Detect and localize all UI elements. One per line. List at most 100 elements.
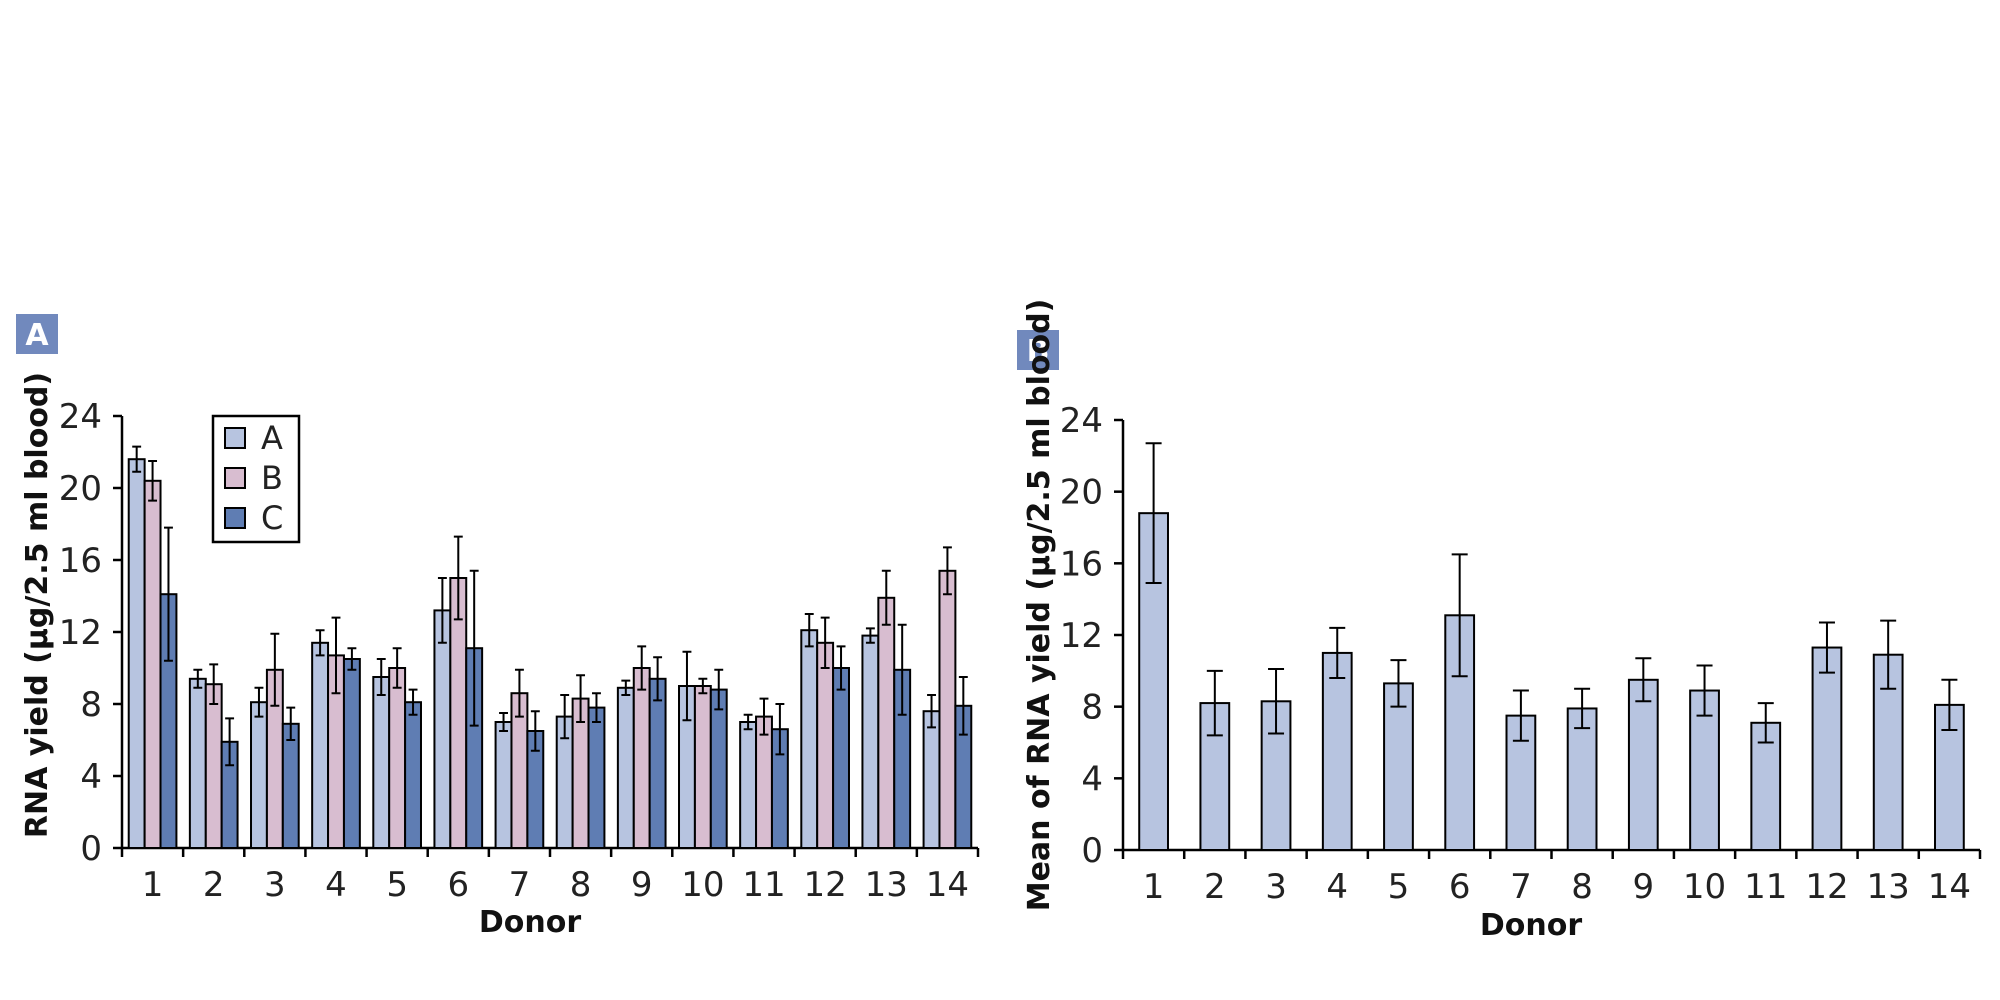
- panel-a-error-bar-donor-8: [592, 692, 601, 723]
- panel-a-y-tick-label: 4: [80, 757, 102, 797]
- panel-a-letter: A: [25, 318, 49, 353]
- panel-a-error-bar-donor-4: [315, 629, 325, 657]
- panel-b-y-tick-label: 16: [1060, 544, 1103, 584]
- panel-b-badge: [1017, 330, 1059, 370]
- panel-a-error-bar-donor-7: [514, 668, 524, 718]
- panel-a-error-bar-donor-7: [530, 710, 540, 752]
- panel-a-y-tick-label: 20: [59, 469, 102, 509]
- panel-b-letter: B: [1027, 334, 1050, 369]
- panel-a-y-tick-label: 24: [59, 397, 102, 437]
- panel-b-x-tick-label: 11: [1744, 867, 1787, 907]
- panel-a-error-bar-donor-9: [621, 679, 631, 696]
- panel-a-x-tick-label: 12: [804, 865, 847, 905]
- panel-a-error-bar-donor-4: [331, 616, 341, 695]
- panel-b-y-tick-label: 4: [1081, 759, 1103, 799]
- panel-b-x-tick-label: 13: [1867, 867, 1910, 907]
- panel-b-x-tick-label: 14: [1928, 867, 1971, 907]
- panel-b-bar-donor-5: [1383, 682, 1414, 851]
- panel-b-error-bar-donor-4: [1329, 626, 1346, 679]
- panel-a-error-bar-donor-4: [347, 647, 357, 671]
- panel-a-bar-c-donor-10: [709, 688, 728, 849]
- panel-a-bar-b-donor-1: [143, 479, 162, 849]
- panel-b-error-bar-donor-3: [1268, 668, 1285, 735]
- panel-a-x-tick-label: 6: [447, 865, 469, 905]
- panel-a-error-bar-donor-6: [437, 577, 447, 644]
- panel-b-error-bar-donor-11: [1757, 702, 1774, 744]
- panel-a-error-bar-donor-11: [759, 697, 769, 736]
- panel-b-bar-donor-8: [1566, 707, 1598, 851]
- panel-b-error-bar-donor-9: [1635, 657, 1652, 703]
- panel-b-error-bar-donor-10: [1696, 664, 1713, 717]
- panel-a-bar-a-donor-14: [922, 710, 941, 850]
- panel-a-chart: A RNA yield (µg/2.5 ml blood) Donor 0 4 8 1…: [16, 314, 980, 940]
- panel-a-error-bar-donor-14: [927, 694, 936, 729]
- panel-a-error-bar-donor-6: [469, 569, 479, 727]
- panel-b-error-bar-donor-1: [1145, 442, 1162, 585]
- panel-a-x-tick-label: 3: [264, 865, 286, 905]
- panel-a-error-bar-donor-12: [820, 616, 830, 669]
- panel-a-bar-b-donor-5: [388, 667, 407, 849]
- panel-b-x-tick-label: 2: [1204, 867, 1226, 907]
- panel-b-x-tick-label: 7: [1510, 867, 1532, 907]
- panel-a-x-tick-label: 11: [742, 865, 785, 905]
- panel-b-error-bar-donor-14: [1941, 678, 1958, 731]
- panel-a-bar-b-donor-11: [755, 715, 773, 849]
- panel-a-error-bar-donor-11: [775, 703, 785, 756]
- panel-a-legend-label-b: B: [261, 459, 283, 497]
- panel-a-error-bar-donor-3: [270, 632, 280, 707]
- panel-b-y-tick-label: 12: [1060, 616, 1103, 656]
- panel-b-error-bar-donor-8: [1574, 687, 1591, 730]
- panel-b-error-bar-donor-12: [1818, 621, 1835, 674]
- panel-a-error-bar-donor-14: [958, 676, 968, 736]
- panel-a-legend-swatch-a: [224, 427, 246, 449]
- panel-b-x-axis-title: Donor: [1480, 908, 1582, 943]
- panel-b-y-tick-label: 0: [1081, 831, 1103, 871]
- panel-a-bar-a-donor-7: [494, 721, 513, 849]
- panel-b-y-tick-label: 24: [1060, 401, 1103, 441]
- panel-a-bar-a-donor-6: [433, 609, 452, 850]
- panel-a-bar-c-donor-4: [342, 658, 361, 849]
- panel-b-error-bar-donor-6: [1451, 553, 1468, 678]
- panel-b-error-bar-donor-7: [1512, 689, 1529, 742]
- panel-a-bar-c-donor-3: [281, 722, 300, 849]
- panel-a-error-bar-donor-3: [286, 706, 296, 741]
- panel-a-bar-a-donor-3: [250, 701, 268, 850]
- panel-a-x-tick-label: 2: [203, 865, 225, 905]
- panel-b-bar-donor-10: [1689, 689, 1720, 852]
- panel-b-x-tick-label: 10: [1683, 867, 1726, 907]
- panel-b-x-tick-label: 12: [1805, 867, 1848, 907]
- panel-b-y-axis-title: Mean of RNA yield (µg/2.5 ml blood): [1022, 299, 1057, 912]
- panel-a-error-bar-donor-11: [743, 713, 753, 731]
- panel-b-bar-donor-4: [1321, 651, 1353, 852]
- panel-a-error-bar-donor-14: [942, 546, 952, 596]
- panel-a-y-axis-title: RNA yield (µg/2.5 ml blood): [20, 372, 55, 838]
- panel-a-bar-a-donor-1: [127, 458, 146, 849]
- panel-a-bar-a-donor-2: [188, 677, 207, 849]
- panel-b-y-tick-label: 8: [1081, 688, 1103, 728]
- panel-a-y-tick-label: 16: [59, 541, 102, 581]
- panel-b-chart: B Mean of RNA yield (µg/2.5 ml blood) Do…: [1017, 299, 1982, 943]
- panel-a-legend-swatch-c: [224, 507, 246, 529]
- panel-a-bar-a-donor-5: [372, 676, 391, 849]
- panel-a-bar-a-donor-12: [800, 629, 819, 850]
- panel-b-bar-donor-9: [1627, 678, 1659, 852]
- panel-a-x-tick-label: 4: [325, 865, 347, 905]
- panel-a-error-bar-donor-10: [698, 677, 708, 695]
- panel-a-error-bar-donor-9: [637, 645, 647, 691]
- panel-a-error-bar-donor-13: [865, 627, 875, 644]
- panel-b-x-tick-label: 6: [1449, 867, 1471, 907]
- panel-a-bar-a-donor-11: [739, 721, 758, 849]
- panel-a-bar-c-donor-9: [648, 677, 667, 849]
- panel-a-legend-label-c: C: [261, 499, 283, 537]
- panel-a-x-tick-label: 14: [926, 865, 969, 905]
- panel-a-bar-a-donor-4: [311, 641, 330, 849]
- panel-a-y-tick-label: 12: [59, 613, 102, 653]
- panel-a-bar-c-donor-5: [404, 701, 422, 850]
- panel-a-error-bar-donor-2: [209, 663, 219, 705]
- panel-b-error-bar-donor-5: [1390, 659, 1407, 708]
- panel-a-x-tick-label: 8: [570, 865, 592, 905]
- panel-a-error-bar-donor-7: [499, 712, 508, 732]
- panel-b-x-tick-label: 8: [1571, 867, 1593, 907]
- panel-a-error-bar-donor-1: [164, 526, 173, 662]
